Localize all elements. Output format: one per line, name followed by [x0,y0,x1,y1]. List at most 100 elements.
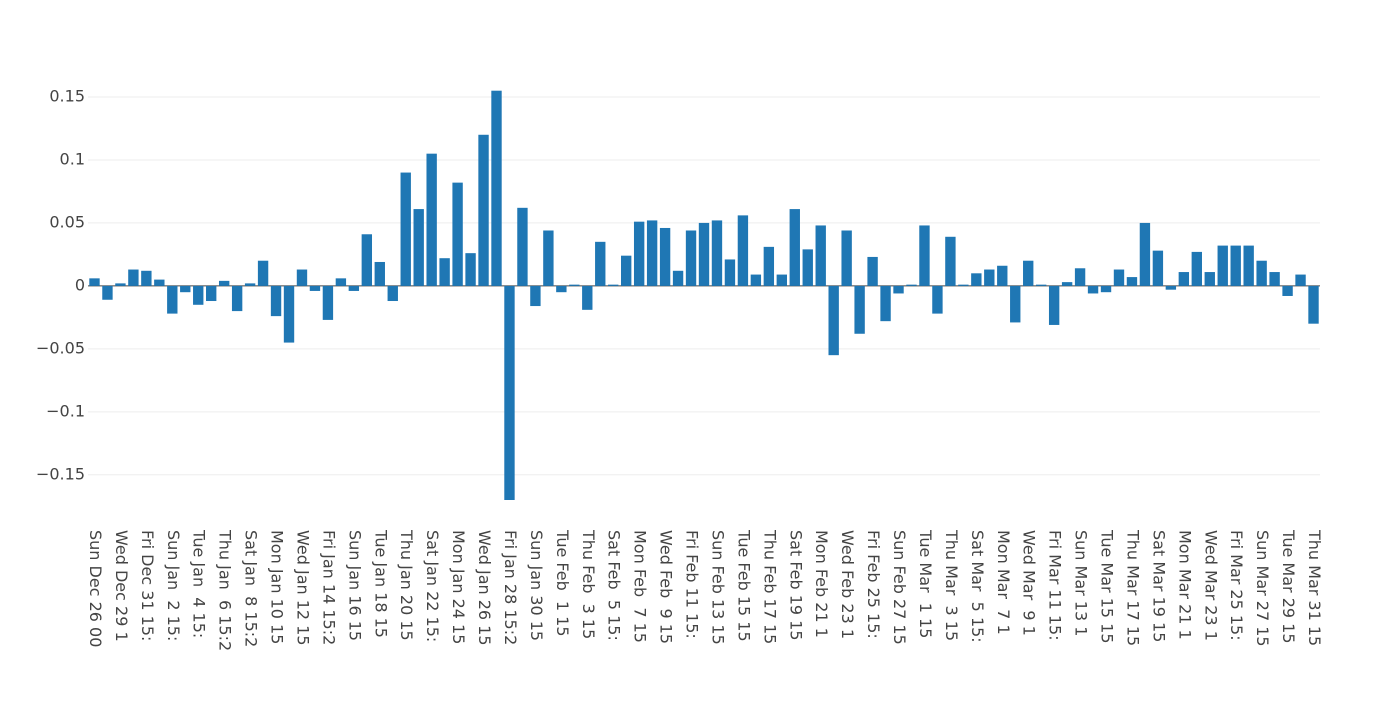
bar [543,230,554,286]
bar [685,230,697,286]
bar [439,258,450,286]
x-tick-label: Wed Dec 29 1 [112,530,131,642]
x-tick-label: Fri Mar 11 15: [1046,530,1065,641]
x-tick-label: Sun Dec 26 00 [86,530,105,647]
bar [115,283,126,286]
bar [971,273,982,286]
bar [387,285,398,302]
bar [1152,250,1164,286]
x-tick-label: Mon Feb 21 1 [812,530,831,638]
bar [128,269,139,286]
y-tick-label: −0.1 [46,401,85,420]
x-tick-label: Tue Feb 15 15 [734,529,753,642]
bar [322,285,334,320]
bar [1010,285,1021,323]
x-tick-label: Sat Mar 5 15: [968,530,987,643]
bar [270,285,282,317]
bar [621,255,632,286]
bar [867,256,878,286]
bar [413,209,424,286]
bar [1191,251,1202,286]
bar [854,285,865,334]
bar [167,285,178,314]
x-tick-label: Fri Jan 28 15:2 [501,530,520,645]
bar [984,269,995,286]
bar [193,285,204,305]
y-tick-label: −0.05 [36,338,85,357]
bar [919,225,930,286]
bar [374,261,385,286]
x-tick-label: Tue Jan 18 15 [371,529,390,638]
bar [595,241,606,286]
bar [633,221,645,286]
bar [646,220,658,286]
bar [841,230,852,286]
y-tick-label: 0 [75,275,85,294]
bar [608,284,619,286]
x-tick-label: Sun Jan 30 15 [527,530,546,641]
bar [1217,245,1228,286]
x-tick-label: Mon Mar 7 1 [994,530,1013,635]
bar [244,283,256,286]
x-tick-label: Sat Mar 19 15 [1149,530,1168,642]
bar [361,234,373,286]
y-tick-label: −0.15 [36,464,85,483]
bar [737,215,749,286]
bar [89,278,100,286]
x-tick-label: Thu Jan 20 15 [397,529,416,641]
x-tick-label: Sat Jan 8 15:2 [242,530,261,647]
bar [465,253,476,286]
bar [569,284,580,286]
x-tick-label: Sat Feb 5 15: [605,530,624,641]
bar [102,285,113,300]
x-tick-label: Thu Mar 3 15 [942,529,961,641]
x-tick-label: Sat Jan 22 15: [423,530,442,642]
bar [180,285,191,293]
bar [206,285,217,302]
bar [659,227,671,286]
x-tick-label: Fri Jan 14 15:2 [319,530,338,645]
bar [504,285,515,500]
x-tick-label: Tue Mar 29 15 [1279,529,1298,644]
bar [1269,272,1280,286]
bar [763,246,775,286]
x-tick-label: Thu Mar 31 15 [1305,529,1324,646]
bar [478,134,489,286]
x-tick-label: Wed Jan 26 15 [475,530,494,646]
bar [776,274,787,286]
x-tick-label: Mon Jan 10 15 [268,530,287,644]
bar [789,209,800,286]
x-tick-label: Wed Mar 9 1 [1020,530,1039,636]
bar [491,90,502,286]
y-tick-label: 0.05 [49,212,85,231]
bar [724,259,736,286]
bar [335,278,347,286]
x-tick-label: Tue Jan 4 15: [190,529,209,638]
bar [582,285,593,310]
x-tick-label: Thu Feb 3 15 [579,529,598,639]
x-tick-label: Mon Feb 7 15 [631,530,650,643]
bar [932,285,943,314]
bar [958,284,969,286]
bar [1061,282,1073,286]
x-tick-label: Fri Mar 25 15: [1227,530,1246,641]
bar [1295,274,1306,286]
x-tick-label: Wed Feb 9 15 [657,530,676,644]
x-tick-label: Wed Feb 23 1 [838,530,857,639]
x-tick-label: Thu Feb 17 15 [760,529,779,644]
bar [231,285,243,312]
x-tick-label: Fri Feb 25 15: [864,530,883,639]
bar [556,285,567,293]
bar [711,220,723,286]
x-tick-label: Thu Mar 17 15 [1123,529,1142,646]
bar [309,285,321,291]
bar [906,284,917,286]
bar [1139,222,1151,286]
bar [283,285,295,343]
x-tick-label: Wed Jan 12 15 [293,530,312,646]
bar [1087,285,1099,294]
bar [1204,272,1215,286]
bar [997,265,1008,286]
bar [1230,245,1241,286]
